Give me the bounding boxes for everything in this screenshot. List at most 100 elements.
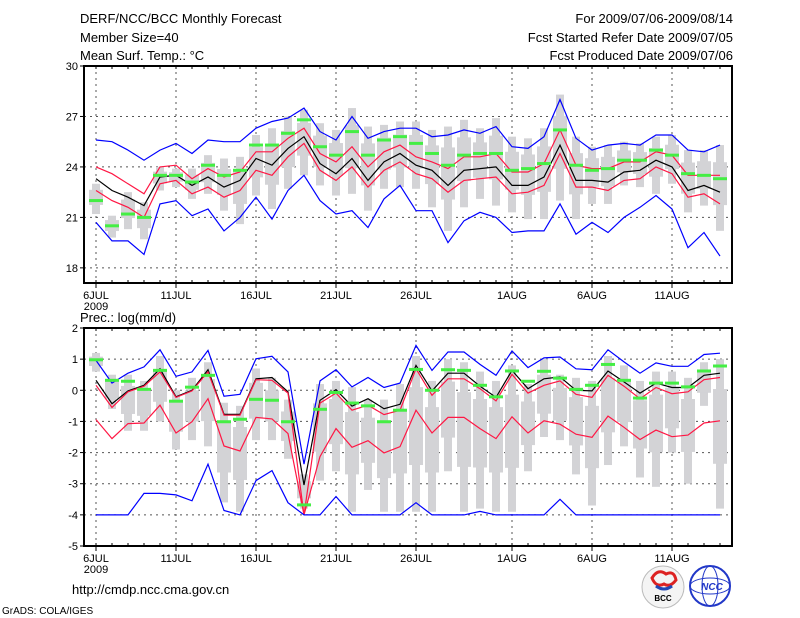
observed-mark [329, 390, 343, 394]
observed-mark [457, 368, 471, 372]
header-member-size: Member Size=40 [80, 30, 179, 45]
observed-mark [601, 167, 615, 171]
x-tick-label: 11AUG [654, 290, 689, 302]
observed-mark [553, 376, 567, 380]
observed-mark [681, 385, 695, 389]
observed-mark [441, 163, 455, 167]
ensemble-box [697, 370, 711, 393]
observed-mark [393, 135, 407, 139]
series-line-upper [95, 367, 721, 515]
observed-mark [281, 420, 295, 424]
observed-mark [313, 145, 327, 149]
observed-mark [457, 153, 471, 157]
ensemble-box [537, 374, 551, 414]
observed-mark [153, 368, 167, 372]
ensemble-box [249, 147, 263, 178]
observed-mark [569, 163, 583, 167]
x-tick-label: 16JUL [240, 553, 272, 565]
ensemble-box [393, 409, 407, 474]
observed-mark [617, 158, 631, 162]
header-period: For 2009/07/06-2009/08/14 [575, 11, 733, 26]
observed-mark [441, 368, 455, 372]
observed-mark [633, 158, 647, 162]
observed-mark [185, 180, 199, 184]
ensemble-box [441, 147, 455, 200]
observed-mark [473, 383, 487, 387]
ensemble-box [137, 390, 151, 416]
ensemble-box [489, 135, 503, 180]
ensemble-box [457, 392, 471, 467]
observed-mark [185, 385, 199, 389]
precip-panel-title: Prec.: log(mm/d) [80, 310, 176, 325]
observed-mark [121, 379, 135, 383]
ensemble-box [313, 403, 327, 452]
observed-mark [505, 369, 519, 373]
observed-mark [505, 168, 519, 172]
ensemble-box [681, 399, 695, 452]
bcc-logo: BCC [641, 565, 685, 609]
observed-mark [137, 215, 151, 219]
y-tick-label: 18 [66, 263, 78, 275]
x-tick-label: 6JUL [83, 290, 109, 302]
x-tick-label: 11AUG [654, 553, 689, 565]
observed-mark [665, 153, 679, 157]
observed-mark [345, 130, 359, 134]
x-tick-label: 11JUL [161, 290, 192, 302]
plot-frame [83, 327, 733, 547]
footer-url[interactable]: http://cmdp.ncc.cma.gov.cn [72, 582, 229, 597]
ensemble-box [233, 170, 247, 204]
observed-mark [569, 387, 583, 391]
y-tick-label: -5 [68, 541, 78, 553]
observed-mark [713, 177, 727, 181]
series-line-max [95, 98, 721, 161]
observed-mark [313, 407, 327, 411]
y-tick-label: 2 [72, 323, 78, 335]
ensemble-box [409, 387, 423, 466]
observed-mark [697, 369, 711, 373]
x-tick-label: 21JUL [320, 553, 352, 565]
ensemble-box [521, 154, 535, 195]
ensemble-box [649, 394, 663, 453]
observed-mark [681, 172, 695, 176]
plot-frame [83, 65, 733, 284]
observed-mark [89, 199, 103, 203]
series-line-max [95, 344, 721, 465]
observed-mark [489, 151, 503, 155]
series-line-min [95, 174, 721, 257]
ensemble-box [633, 400, 647, 449]
y-tick-label: -4 [68, 510, 78, 522]
observed-mark [585, 168, 599, 172]
observed-mark [409, 141, 423, 145]
y-tick-label: -3 [68, 479, 78, 491]
temperature-panel: 18 21 24 27 30 6JUL 11JUL 16JUL 21JUL 26JUL 1AUG 6A… [66, 61, 733, 313]
observed-mark [521, 379, 535, 383]
observed-mark [105, 378, 119, 382]
ncc-logo-text: NCC [701, 582, 723, 593]
y-tick-label: 30 [66, 61, 78, 73]
observed-mark [649, 148, 663, 152]
x-tick-label: 1AUG [497, 290, 527, 302]
y-tick-label: -2 [68, 448, 78, 460]
ensemble-box [553, 115, 567, 169]
series-line-mean [95, 135, 721, 207]
y-tick-label: 21 [66, 212, 78, 224]
ensemble-box [265, 390, 279, 422]
ensemble-box [201, 162, 215, 183]
series-line-min [96, 462, 720, 516]
observed-mark [697, 173, 711, 177]
ensemble-box [89, 189, 103, 205]
header-started-date: Fcst Started Refer Date 2009/07/05 [528, 30, 733, 45]
x-tick-label: 16JUL [240, 290, 272, 302]
ensemble-box [233, 427, 247, 480]
x-tick-label: 11JUL [161, 553, 192, 565]
observed-mark [217, 173, 231, 177]
observed-mark [537, 162, 551, 166]
observed-mark [217, 420, 231, 424]
observed-mark [265, 398, 279, 402]
observed-mark [249, 397, 263, 401]
ensemble-box [425, 407, 439, 473]
ensemble-box [665, 387, 679, 429]
ensemble-box [361, 143, 375, 186]
